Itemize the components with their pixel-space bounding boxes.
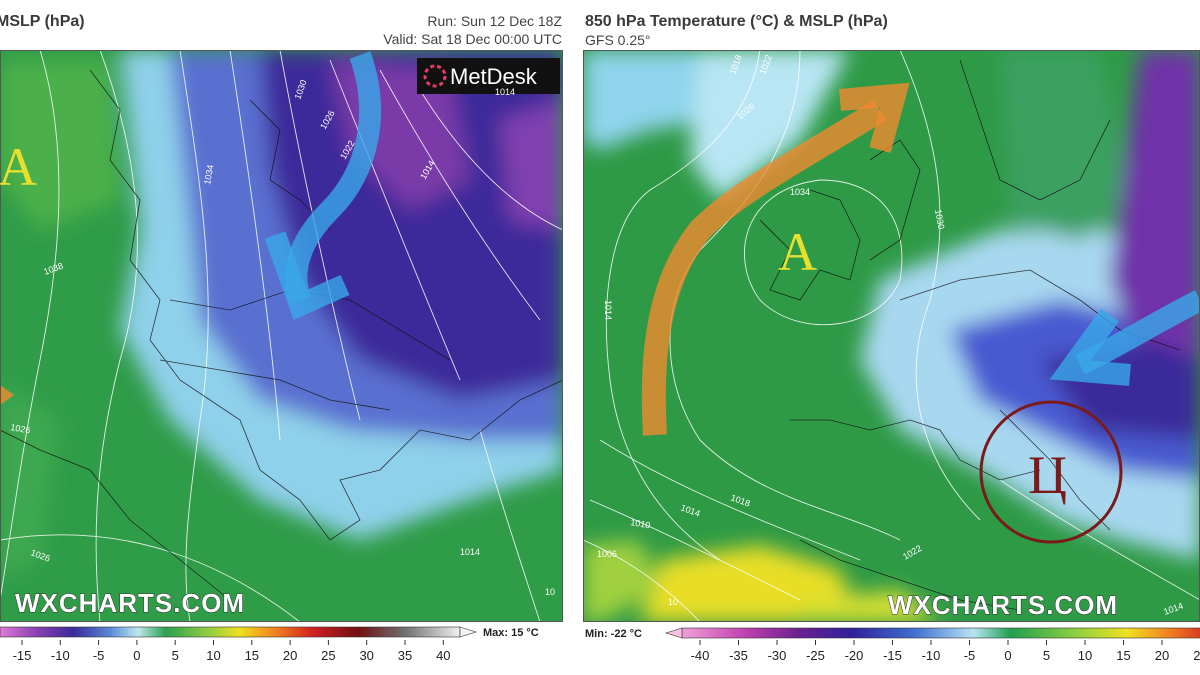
extreme-label: Min: -22 °C: [585, 628, 642, 640]
colorbar-label: 5: [1043, 648, 1050, 663]
colorbar-label: -10: [51, 648, 70, 663]
extreme-label: Max: 15 °C: [483, 627, 539, 639]
colorbar-label: -15: [13, 648, 32, 663]
left-frame: [0, 50, 563, 622]
colorbar-label: 15: [1116, 648, 1130, 663]
isobar-label: 1010: [630, 517, 651, 530]
right-title: 850 hPa Temperature (°C) & MSLP (hPa): [585, 13, 888, 30]
watermark: WXCHARTS.COM: [888, 590, 1118, 620]
run-info: Run: Sun 12 Dec 18Z: [427, 13, 562, 29]
low-circle: [979, 400, 1123, 544]
isobar-label: 10: [545, 587, 555, 597]
colorbar-label: 5: [172, 648, 179, 663]
colorbar-label: 10: [206, 648, 220, 663]
watermark: WXCHARTS.COM: [15, 588, 245, 618]
colorbar: [681, 627, 1200, 639]
colorbar: [0, 626, 461, 638]
colorbar-label: -30: [768, 648, 787, 663]
colorbar-label: 30: [359, 648, 373, 663]
colorbar-label: -35: [729, 648, 748, 663]
colorbar-label: -40: [691, 648, 710, 663]
high-marker: A: [0, 137, 37, 197]
colorbar-label: 0: [1004, 648, 1011, 663]
colorbar-end: [459, 626, 478, 638]
colorbar-label: 25: [1193, 648, 1200, 663]
isobar-label: 1006: [597, 549, 617, 559]
left-title: MSLP (hPa): [0, 13, 85, 30]
logo-text: MetDesk: [450, 64, 538, 89]
colorbar-label: 10: [1078, 648, 1092, 663]
colorbar-label: -25: [806, 648, 825, 663]
valid-info: Valid: Sat 18 Dec 00:00 UTC: [383, 31, 562, 47]
colorbar-label: 0: [133, 648, 140, 663]
isobar-label: 1014: [495, 87, 515, 97]
model-info: GFS 0.25°: [585, 32, 651, 48]
isobar-label: 1034: [202, 164, 215, 185]
isobar-label: 1014: [603, 300, 613, 320]
isobar-label: 1014: [460, 547, 480, 557]
logo-box: [417, 58, 560, 94]
colorbar-label: 15: [245, 648, 259, 663]
isobar-label: 1030: [933, 209, 946, 230]
left-map: [0, 50, 563, 622]
colorbar-label: -15: [883, 648, 902, 663]
colorbar-label: 25: [321, 648, 335, 663]
high-marker: A: [778, 222, 817, 282]
colorbar-label: 35: [398, 648, 412, 663]
colorbar-label: -10: [922, 648, 941, 663]
colorbar-label: 40: [436, 648, 450, 663]
isobar-label: 1034: [790, 187, 810, 197]
colorbar-label: 20: [1155, 648, 1169, 663]
colorbar-label: -20: [845, 648, 864, 663]
colorbar-label: -5: [964, 648, 976, 663]
isobar-label: 1026: [10, 422, 31, 435]
low-marker: Ц: [1028, 445, 1067, 505]
right-map: [583, 50, 1200, 622]
logo-icon: [423, 64, 447, 88]
colorbar-label: 20: [283, 648, 297, 663]
isobar-label: 10: [668, 597, 678, 607]
colorbar-label: -5: [93, 648, 105, 663]
colorbar-end: [664, 627, 683, 639]
